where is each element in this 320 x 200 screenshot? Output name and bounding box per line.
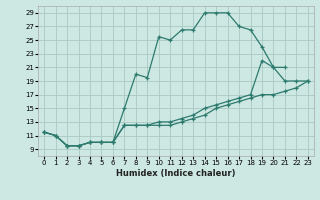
X-axis label: Humidex (Indice chaleur): Humidex (Indice chaleur) (116, 169, 236, 178)
